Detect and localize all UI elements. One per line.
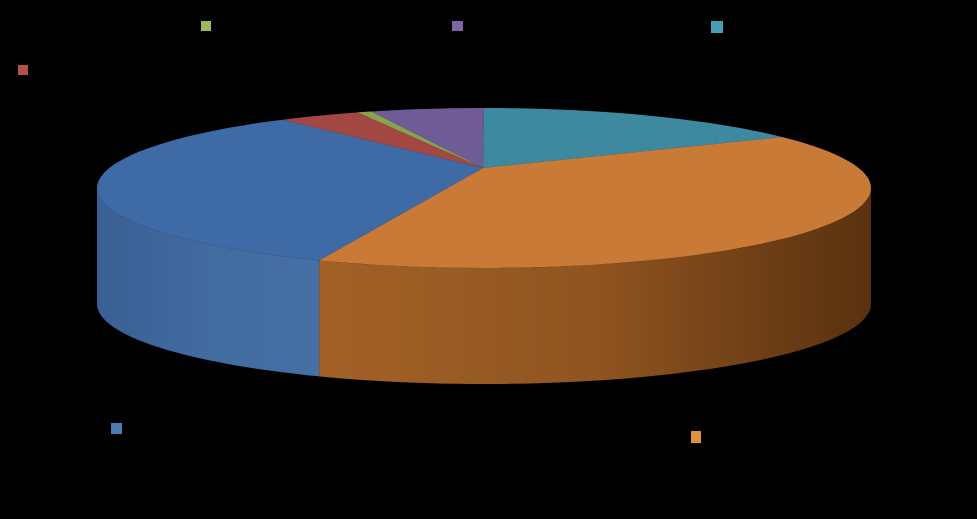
legend-entry-blue xyxy=(111,423,127,434)
pie-slice-red-top[interactable] xyxy=(282,112,483,168)
legend-swatch-orange[interactable] xyxy=(691,431,701,443)
pie-slice-blue-top[interactable] xyxy=(97,119,483,261)
pie-slice-orange-top[interactable] xyxy=(319,137,871,268)
pie-slice-orange-side[interactable] xyxy=(319,188,871,384)
legend-entry-purple xyxy=(452,21,468,31)
pie-slice-purple-top[interactable] xyxy=(371,108,484,168)
legend-entry-red xyxy=(18,65,33,75)
pie-slice-green-top[interactable] xyxy=(357,111,484,169)
pie-slice-teal-top[interactable] xyxy=(483,108,783,168)
legend-entry-orange xyxy=(691,431,706,443)
pie-slice-blue-side[interactable] xyxy=(97,188,320,377)
legend-swatch-green[interactable] xyxy=(201,21,211,31)
legend-swatch-blue[interactable] xyxy=(111,423,122,434)
legend-swatch-red[interactable] xyxy=(18,65,28,75)
legend-swatch-teal[interactable] xyxy=(711,21,723,33)
legend-entry-green xyxy=(201,21,216,31)
legend-swatch-purple[interactable] xyxy=(452,21,463,31)
legend-entry-teal xyxy=(711,21,728,33)
pie-top-faces xyxy=(97,108,871,268)
pie-side-walls xyxy=(97,188,871,384)
